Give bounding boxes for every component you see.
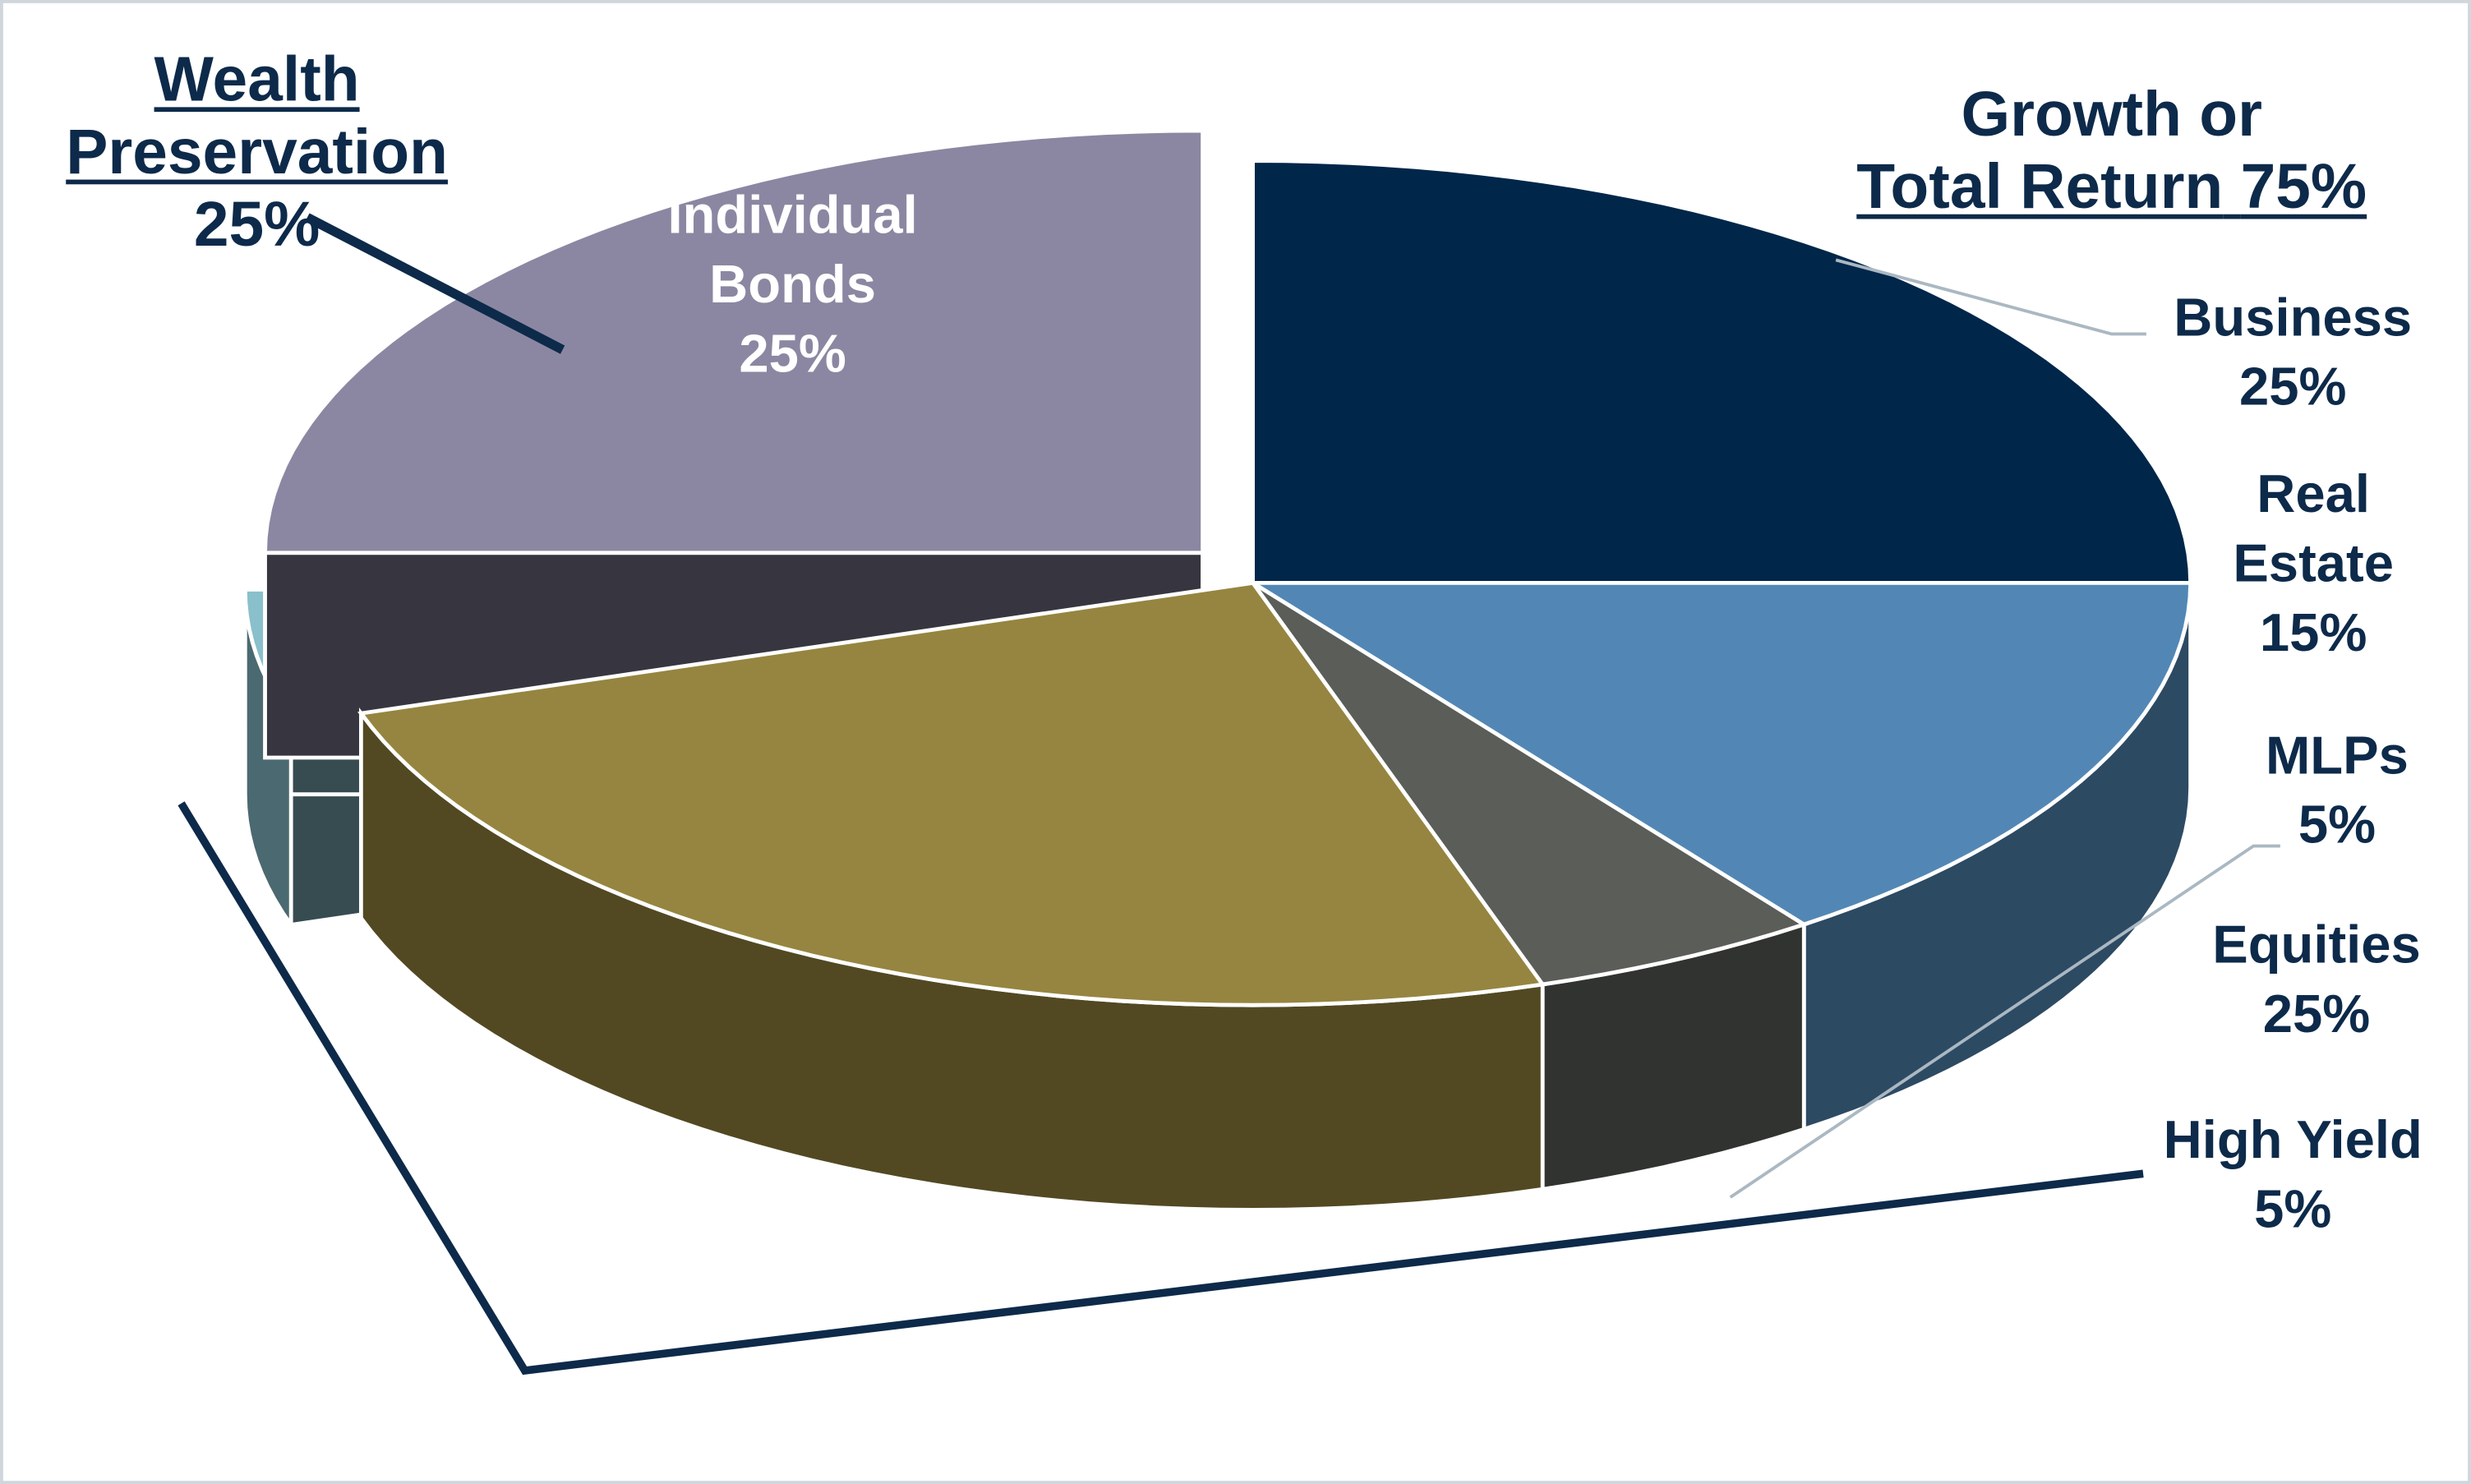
- category-label: High Yield: [2163, 1110, 2423, 1171]
- slice: [357, 580, 1547, 1212]
- value-label: 5%: [2298, 795, 2376, 856]
- leader-line: [305, 213, 565, 354]
- value-label: 25%: [739, 324, 846, 385]
- category-label: Equities: [2212, 915, 2421, 975]
- slice-top: [1246, 580, 2193, 927]
- value-label: 5%: [2254, 1179, 2332, 1240]
- data-label: Equities 25%: [2159, 910, 2471, 1049]
- leader-line: [1835, 258, 2146, 336]
- group-name: Total Return: [1856, 152, 2224, 223]
- value-label: 25%: [2238, 357, 2347, 418]
- group-name: Wealth Preservation: [66, 45, 448, 188]
- category-label: Business: [2174, 288, 2413, 348]
- category-label: Individual Bonds: [667, 186, 918, 316]
- group-value: 75%: [2240, 152, 2367, 223]
- data-label: Real Estate 15%: [2227, 460, 2400, 668]
- data-label: MLPs 5%: [2219, 721, 2455, 860]
- group-bracket: [177, 801, 2144, 1376]
- data-label: High Yield 5%: [2119, 1106, 2466, 1245]
- group-label: Wealth Preservation 25%: [21, 44, 493, 262]
- group-value: 25%: [193, 190, 320, 260]
- slice: [1251, 581, 1809, 1192]
- value-label: 15%: [2259, 603, 2367, 664]
- slice: [1251, 159, 2193, 585]
- category-label: Real Estate: [2233, 464, 2395, 594]
- slice-top: [1251, 159, 2193, 585]
- data-label: Individual Bonds 25%: [659, 181, 927, 389]
- group-name: Growth or: [1961, 80, 2262, 150]
- slice-top: [1251, 581, 1809, 987]
- category-label: MLPs: [2265, 726, 2409, 786]
- value-label: 25%: [2262, 984, 2371, 1045]
- slice-top: [357, 580, 1547, 1007]
- data-label: Business 25%: [2119, 283, 2466, 422]
- group-label: Growth or Total Return 75%: [1781, 79, 2442, 224]
- slice-top: [263, 128, 1205, 555]
- leader-line: [1729, 844, 2280, 1199]
- group-name: Total Return 75%: [1781, 151, 2442, 224]
